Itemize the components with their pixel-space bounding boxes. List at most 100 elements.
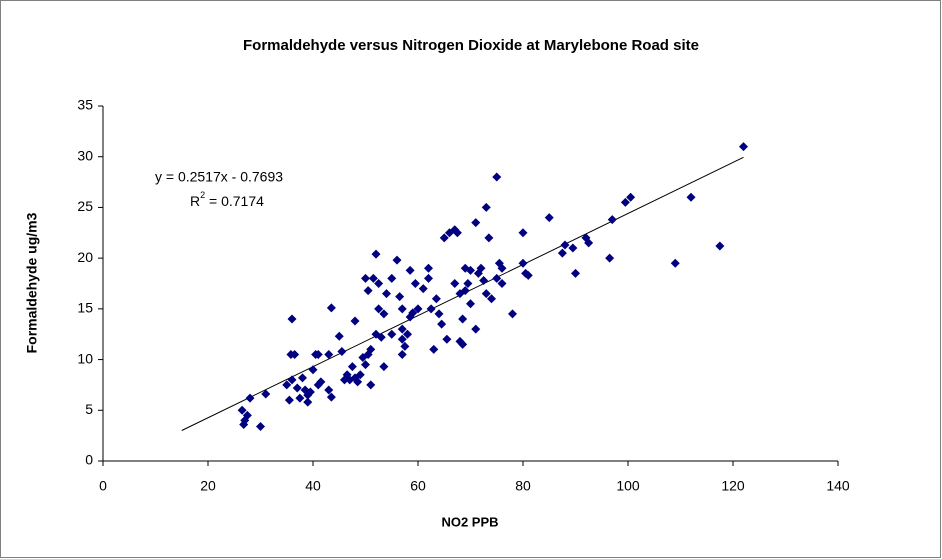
- sup: 2: [200, 190, 205, 200]
- point: [429, 344, 439, 354]
- point: [560, 240, 570, 250]
- point: [397, 324, 407, 334]
- point: [282, 380, 292, 390]
- point: [379, 362, 389, 372]
- point: [463, 279, 473, 288]
- point: [387, 273, 397, 283]
- point: [284, 395, 294, 405]
- point: [395, 292, 405, 302]
- r-value: = 0.7174: [205, 193, 264, 209]
- point: [497, 279, 507, 288]
- point: [442, 334, 452, 344]
- chart-title: Formaldehyde versus Nitrogen Dioxide at …: [243, 37, 699, 54]
- point: [366, 380, 376, 390]
- point: [620, 197, 630, 207]
- point: [290, 350, 300, 359]
- point: [287, 375, 297, 385]
- y-tick-label: 10: [77, 350, 93, 366]
- point: [392, 255, 402, 265]
- point: [376, 332, 386, 342]
- x-tick-label: 20: [200, 478, 216, 494]
- point: [450, 279, 460, 288]
- point: [397, 350, 407, 359]
- point: [242, 410, 252, 420]
- point: [245, 393, 255, 403]
- point: [492, 172, 502, 182]
- point: [363, 286, 373, 296]
- point: [316, 377, 326, 387]
- equation: y = 0.2517x - 0.7693: [155, 169, 283, 185]
- point: [568, 243, 578, 253]
- point: [739, 142, 748, 152]
- point: [366, 344, 376, 354]
- point: [466, 299, 475, 309]
- point: [481, 202, 491, 212]
- point: [476, 263, 486, 273]
- point: [305, 387, 315, 397]
- point: [405, 265, 415, 275]
- point: [337, 346, 347, 356]
- point: [361, 273, 370, 283]
- x-tick-label: 140: [826, 478, 850, 494]
- x-axis-label: NO2 PPB: [441, 514, 498, 529]
- x-tick-label: 120: [721, 478, 745, 494]
- point: [670, 258, 680, 268]
- y-tick-label: 35: [77, 97, 93, 113]
- point: [471, 324, 481, 334]
- point: [424, 263, 433, 273]
- r: R: [190, 193, 200, 209]
- r-squared: R2 = 0.7174: [190, 190, 264, 208]
- point: [397, 304, 407, 314]
- point: [418, 284, 428, 294]
- point: [295, 393, 305, 403]
- y-tick-label: 25: [77, 198, 93, 214]
- point: [471, 218, 481, 228]
- point: [379, 309, 389, 319]
- point: [413, 304, 423, 314]
- x-tick-label: 40: [305, 478, 321, 494]
- point: [466, 265, 475, 275]
- point: [374, 279, 384, 288]
- point: [686, 192, 696, 202]
- point: [350, 316, 360, 326]
- point: [298, 373, 307, 383]
- point: [431, 294, 441, 304]
- point: [334, 331, 344, 341]
- point: [374, 304, 384, 314]
- x-tick-label: 0: [99, 478, 107, 494]
- point: [324, 385, 334, 395]
- point: [479, 275, 489, 285]
- point: [303, 397, 313, 407]
- x-tick-label: 80: [515, 478, 531, 494]
- x-tick-label: 60: [410, 478, 426, 494]
- point: [326, 392, 336, 402]
- point: [408, 308, 418, 318]
- point: [458, 314, 468, 324]
- point: [308, 365, 318, 375]
- y-tick-label: 0: [85, 452, 93, 468]
- point: [626, 192, 636, 202]
- point: [371, 249, 381, 259]
- point: [715, 241, 725, 251]
- point: [481, 289, 491, 299]
- point: [437, 319, 447, 329]
- point: [292, 383, 302, 393]
- point: [326, 303, 336, 313]
- point: [434, 309, 444, 319]
- point: [368, 273, 378, 283]
- point: [518, 228, 528, 238]
- point: [410, 279, 420, 288]
- point: [518, 258, 528, 268]
- point: [324, 350, 334, 359]
- point: [497, 263, 507, 273]
- point: [397, 334, 407, 344]
- point: [424, 273, 433, 283]
- point: [607, 215, 617, 225]
- point: [605, 253, 615, 263]
- point: [544, 213, 554, 223]
- point: [387, 329, 397, 339]
- point: [484, 233, 494, 243]
